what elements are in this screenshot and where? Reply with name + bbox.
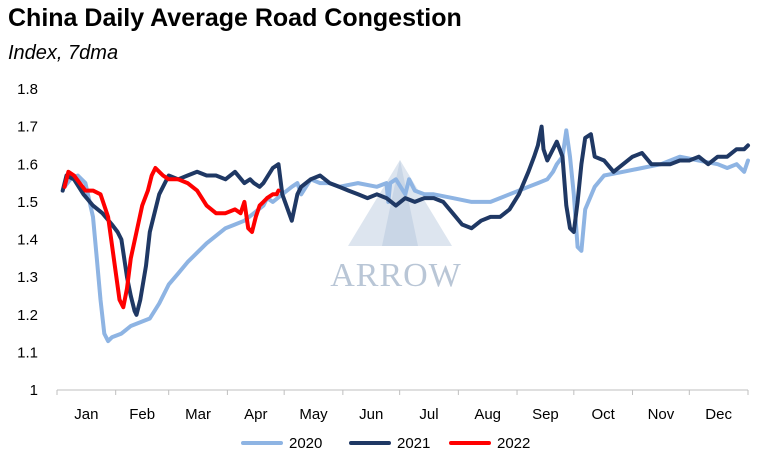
- series-lines: [60, 124, 750, 344]
- y-tick-label: 1.8: [17, 81, 38, 98]
- watermark-text: ARROW: [330, 257, 462, 294]
- x-tick-label: May: [299, 406, 328, 423]
- x-tick-label: Feb: [129, 406, 155, 423]
- y-tick-label: 1.2: [17, 307, 38, 324]
- series-line-2022: [62, 166, 281, 310]
- legend-label-2022: 2022: [497, 435, 530, 452]
- y-tick-label: 1.3: [17, 269, 38, 286]
- x-tick-label: Jun: [359, 406, 383, 423]
- y-tick-label: 1.4: [17, 232, 38, 249]
- legend: 2020 2021 2022: [241, 435, 530, 452]
- x-tick-label: Dec: [705, 406, 732, 423]
- x-tick-label: Jan: [74, 406, 98, 423]
- axes: 1 1.1 1.2 1.3 1.4 1.5 1.6 1.7 1.8 Jan Feb Mar Apr May…: [17, 81, 749, 423]
- chart-subtitle: Index, 7dma: [8, 42, 119, 64]
- x-tick-label: Oct: [592, 406, 616, 423]
- y-tick-label: 1.5: [17, 194, 38, 211]
- x-tick-label: Apr: [244, 406, 267, 423]
- chart-title: China Daily Average Road Congestion: [8, 4, 462, 32]
- x-tick-label: Nov: [648, 406, 675, 423]
- y-tick-label: 1.1: [17, 344, 38, 361]
- x-tick-label: Sep: [532, 406, 559, 423]
- x-tick-label: Mar: [185, 406, 211, 423]
- legend-label-2021: 2021: [397, 435, 430, 452]
- y-tick-label: 1.7: [17, 119, 38, 136]
- legend-label-2020: 2020: [289, 435, 322, 452]
- y-tick-label: 1.6: [17, 156, 38, 173]
- x-tick-label: Jul: [419, 406, 438, 423]
- y-tick-label: 1: [30, 382, 38, 399]
- series-line-2021: [60, 124, 750, 317]
- x-tick-label: Aug: [474, 406, 501, 423]
